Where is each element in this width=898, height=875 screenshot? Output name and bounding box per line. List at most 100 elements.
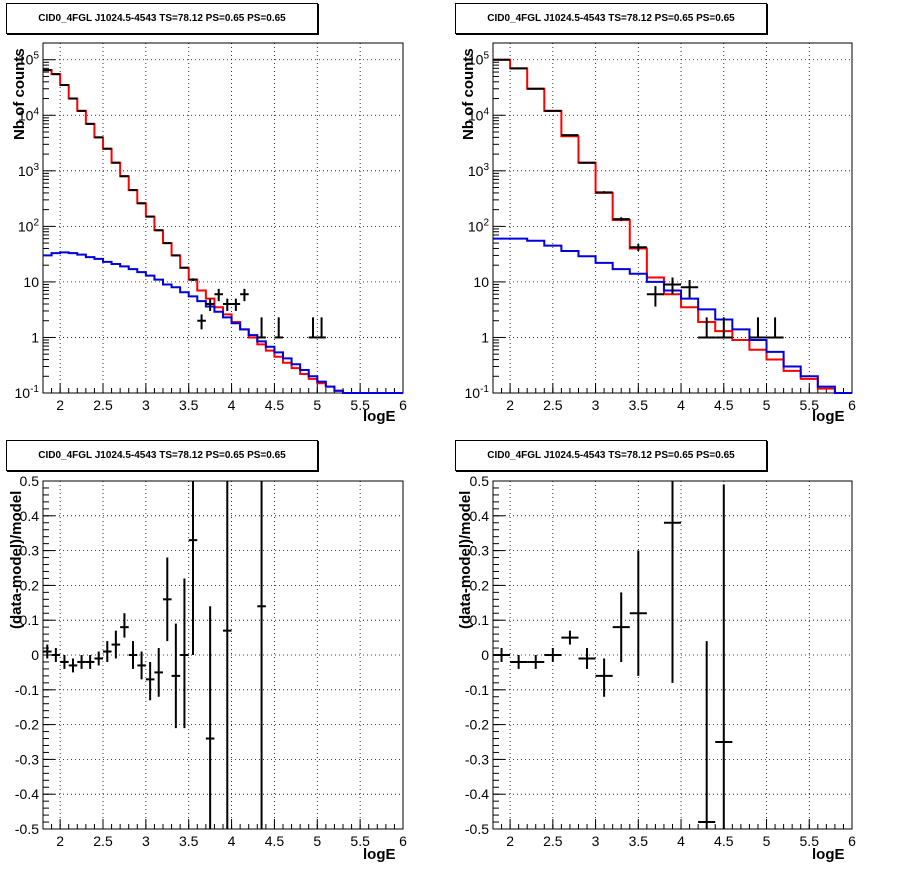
plot-frame	[42, 42, 404, 394]
y-tick-label: 0.2	[470, 577, 490, 593]
y-tick-label: 0.1	[20, 612, 40, 628]
data-point	[317, 317, 326, 339]
x-axis-label: logE	[363, 846, 396, 863]
y-tick-label: -0.3	[465, 751, 489, 767]
x-tick-label: 5	[763, 833, 771, 849]
y-tick-label: 105	[468, 51, 490, 68]
data-point	[663, 481, 682, 683]
data-point	[94, 136, 103, 139]
x-tick-label: 2	[506, 833, 514, 849]
data-point	[94, 651, 103, 666]
data-point	[111, 161, 121, 164]
y-tick-label: 105	[18, 51, 40, 68]
x-axis-label: logE	[812, 846, 845, 863]
data-point	[85, 122, 95, 125]
data-point	[240, 288, 249, 302]
y-tick-label: 104	[468, 106, 490, 123]
data-point	[214, 288, 223, 302]
y-tick-label: 0	[31, 647, 39, 663]
data-point	[715, 484, 733, 829]
chart-panel-bottom-right: 2 2.5 3 3.5 4 4.5 5 5.5 6 -0.5 -0.4 -0.3 -0.2 -0.1 0 0.…	[449, 437, 898, 875]
x-tick-label: 5.5	[350, 397, 370, 413]
data-point	[223, 298, 232, 311]
data-point	[163, 557, 172, 642]
chart-title: CID0_4FGL J1024.5-4543 TS=78.12 PS=0.65 …	[6, 440, 318, 471]
data-point	[77, 109, 86, 112]
data-point	[308, 317, 318, 339]
y-tick-label: 10-1	[465, 384, 490, 401]
y-tick-label: 103	[468, 162, 490, 179]
chart-title: CID0_4FGL J1024.5-4543 TS=78.12 PS=0.65 …	[455, 440, 767, 471]
x-tick-label: 2	[56, 833, 64, 849]
y-tick-label: 10	[473, 274, 489, 290]
y-axis-label: Nb of counts	[11, 48, 28, 140]
x-tick-label: 2.5	[93, 397, 113, 413]
data-point	[561, 134, 579, 137]
data-point	[223, 481, 232, 829]
y-tick-label: -0.5	[15, 821, 39, 837]
x-tick-label: 4.5	[714, 397, 734, 413]
data-point	[128, 641, 138, 669]
data-point	[510, 655, 528, 669]
chart-panel-top-right: 2 2.5 3 3.5 4 4.5 5 5.5 6 10-1 1 10 102 103 104 105 CID…	[449, 0, 898, 437]
y-tick-label: 0.2	[20, 577, 40, 593]
x-tick-label: 6	[399, 833, 407, 849]
x-tick-label: 4.5	[265, 833, 285, 849]
data-point	[527, 655, 545, 669]
y-tick-label: -0.4	[465, 786, 489, 802]
x-tick-label: 6	[848, 397, 856, 413]
x-tick-label: 2	[506, 397, 514, 413]
data-point	[180, 266, 189, 269]
x-tick-label: 4.5	[265, 397, 285, 413]
y-tick-label: 10-1	[15, 384, 40, 401]
chart-title: CID0_4FGL J1024.5-4543 TS=78.12 PS=0.65 …	[6, 3, 318, 34]
data-point	[766, 317, 784, 339]
chart-panel-top-left: 2 2.5 3 3.5 4 4.5 5 5.5 6 10-1 1 10 102 103 104 105 CID…	[0, 0, 449, 437]
y-tick-label: -0.2	[465, 717, 489, 733]
x-tick-label: 2.5	[543, 397, 563, 413]
y-tick-label: 0.3	[470, 543, 490, 559]
data-point	[120, 613, 129, 638]
data-point	[715, 317, 733, 339]
data-point	[698, 317, 716, 339]
data-point	[51, 648, 61, 662]
x-tick-label: 3.5	[179, 397, 199, 413]
data-point	[120, 175, 129, 178]
y-axis-label: (data-model)/model	[457, 490, 474, 629]
data-point	[128, 189, 138, 192]
data-point	[561, 630, 579, 645]
y-tick-label: 0.1	[470, 612, 490, 628]
y-tick-label: 104	[18, 106, 40, 123]
data-point	[103, 641, 112, 662]
chart-svg-bottom-right: 2 2.5 3 3.5 4 4.5 5 5.5 6 -0.5 -0.4 -0.3 -0.2 -0.1 0 0.…	[465, 473, 856, 849]
data-point	[60, 655, 69, 669]
data-point	[749, 317, 767, 339]
x-tick-label: 4.5	[714, 833, 734, 849]
data-point	[171, 254, 181, 257]
data-point	[43, 644, 52, 659]
plot-frame	[492, 42, 853, 394]
data-point	[137, 202, 146, 205]
data-point	[257, 317, 266, 339]
data-point	[85, 655, 95, 669]
y-tick-label: 0.4	[20, 508, 40, 524]
x-tick-label: 3	[592, 397, 600, 413]
data-point	[274, 317, 283, 339]
y-tick-label: 0.3	[20, 543, 40, 559]
data-point	[612, 592, 630, 662]
chart-title: CID0_4FGL J1024.5-4543 TS=78.12 PS=0.65 …	[455, 3, 767, 34]
y-tick-label: -0.1	[15, 682, 39, 698]
data-point	[154, 229, 163, 232]
data-point	[257, 481, 266, 829]
data-point	[188, 278, 198, 281]
x-tick-label: 3	[592, 833, 600, 849]
x-tick-label: 4	[228, 397, 236, 413]
data-point	[612, 217, 630, 222]
data-point	[698, 641, 716, 829]
y-tick-label: 102	[468, 217, 490, 234]
data-point	[188, 481, 198, 655]
data-point	[137, 651, 146, 680]
y-tick-label: 0.5	[470, 473, 490, 489]
chart-svg-top-right: 2 2.5 3 3.5 4 4.5 5 5.5 6 10-1 1 10 102 103 104 105	[465, 42, 856, 413]
x-tick-label: 3.5	[629, 833, 649, 849]
